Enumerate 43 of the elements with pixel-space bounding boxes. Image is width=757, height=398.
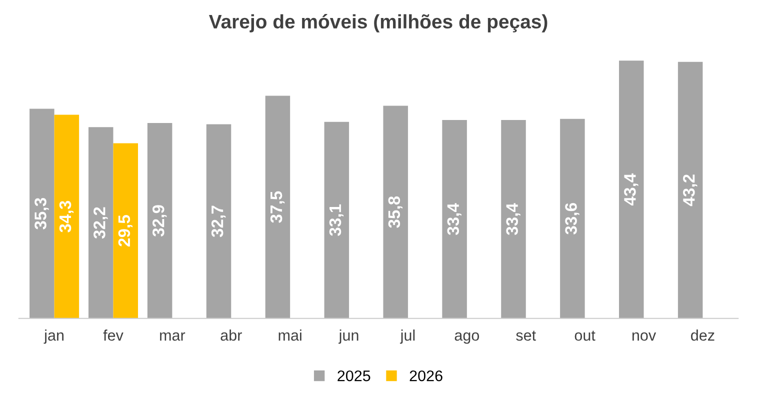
bar bbox=[88, 127, 114, 318]
x-tick-label: set bbox=[516, 330, 536, 341]
data-label: 35,8 bbox=[388, 196, 402, 228]
data-label: 43,4 bbox=[624, 173, 638, 206]
x-tick-label: jun bbox=[338, 330, 358, 344]
bar bbox=[442, 120, 467, 318]
chart-title: Varejo de móveis (milhões de peças) bbox=[208, 14, 548, 32]
bar bbox=[30, 108, 54, 318]
data-label: 32,2 bbox=[94, 207, 108, 239]
x-tick-label: ago bbox=[454, 332, 480, 344]
data-label: 33,6 bbox=[565, 203, 580, 234]
x-tick-label: jul bbox=[400, 330, 415, 344]
data-label: 34,3 bbox=[59, 200, 74, 232]
x-tick-label: jan bbox=[44, 330, 64, 344]
bar bbox=[678, 62, 703, 318]
data-label: 33,1 bbox=[329, 204, 344, 236]
x-tick-label: fev bbox=[103, 330, 124, 341]
legend-label: 2026 bbox=[410, 370, 442, 382]
bar bbox=[501, 120, 526, 318]
x-tick-label: nov bbox=[632, 332, 656, 341]
x-tick-label: abr bbox=[220, 330, 242, 341]
bar bbox=[206, 124, 232, 318]
data-label: 37,5 bbox=[270, 191, 285, 223]
x-tick-label: dez bbox=[691, 330, 714, 341]
bar bbox=[619, 60, 644, 318]
bar bbox=[54, 114, 80, 318]
data-label: 43,2 bbox=[683, 174, 698, 206]
data-label: 35,3 bbox=[34, 198, 49, 230]
data-label: 33,4 bbox=[506, 203, 520, 236]
x-tick-label: out bbox=[574, 330, 596, 341]
data-label: 32,7 bbox=[211, 206, 226, 238]
data-label: 33,4 bbox=[447, 203, 462, 236]
bar bbox=[147, 123, 172, 318]
bar bbox=[560, 118, 585, 318]
bar bbox=[324, 122, 350, 318]
x-tick-label: mai bbox=[278, 330, 302, 341]
bar bbox=[265, 96, 290, 318]
bar bbox=[383, 106, 408, 318]
bar bbox=[113, 143, 138, 318]
legend-label: 2025 bbox=[338, 370, 370, 382]
x-tick-label: mar bbox=[160, 332, 186, 341]
data-label: 29,5 bbox=[118, 215, 133, 246]
data-label: 32,9 bbox=[152, 205, 167, 237]
